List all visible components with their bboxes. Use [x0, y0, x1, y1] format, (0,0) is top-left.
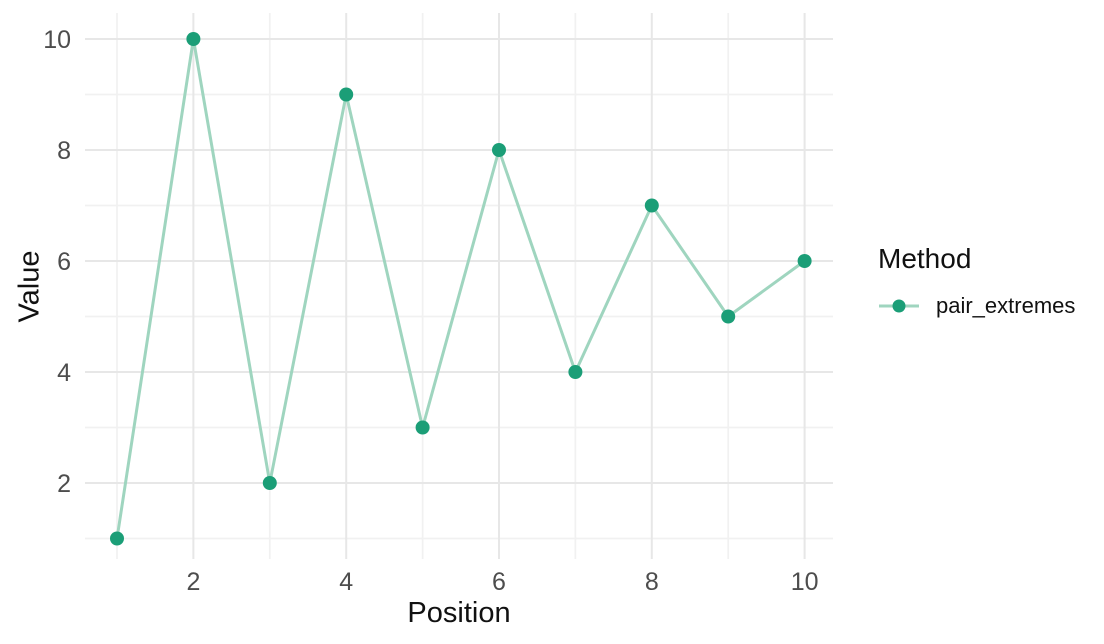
y-tick-label: 4: [57, 359, 71, 387]
x-tick-label: 10: [791, 568, 819, 596]
data-point: [110, 531, 124, 546]
data-point: [186, 32, 201, 46]
data-point: [415, 420, 430, 435]
data-point: [797, 254, 812, 268]
data-point: [644, 198, 659, 213]
x-tick-label: 8: [645, 568, 659, 596]
legend-point-icon: [892, 299, 906, 313]
gridlines-major: [85, 13, 833, 559]
data-point: [262, 476, 277, 490]
y-axis-tick-labels: 2 4 6 8 10: [43, 26, 71, 498]
series-pair-extremes: [110, 32, 812, 546]
series-line: [115, 37, 807, 540]
y-tick-label: 6: [57, 248, 71, 276]
x-axis-tick-labels: 2 4 6 8 10: [186, 568, 818, 596]
y-tick-label: 2: [57, 470, 71, 498]
legend-item: pair_extremes: [878, 295, 1075, 317]
data-point: [568, 365, 583, 379]
y-tick-label: 10: [43, 26, 71, 54]
x-tick-label: 4: [339, 568, 353, 596]
y-axis-title: Value: [13, 250, 46, 323]
data-point: [492, 143, 506, 157]
data-point: [339, 87, 354, 102]
legend-item-label: pair_extremes: [936, 293, 1076, 318]
data-point: [721, 309, 736, 324]
x-axis-title: Position: [407, 597, 511, 629]
x-tick-label: 6: [492, 568, 506, 596]
legend: Method pair_extremes: [878, 245, 1075, 317]
legend-key-icon: [879, 299, 919, 313]
y-tick-label: 8: [57, 137, 71, 165]
legend-title: Method: [878, 243, 972, 274]
x-tick-label: 2: [186, 568, 200, 596]
gridlines-minor: [85, 13, 833, 559]
